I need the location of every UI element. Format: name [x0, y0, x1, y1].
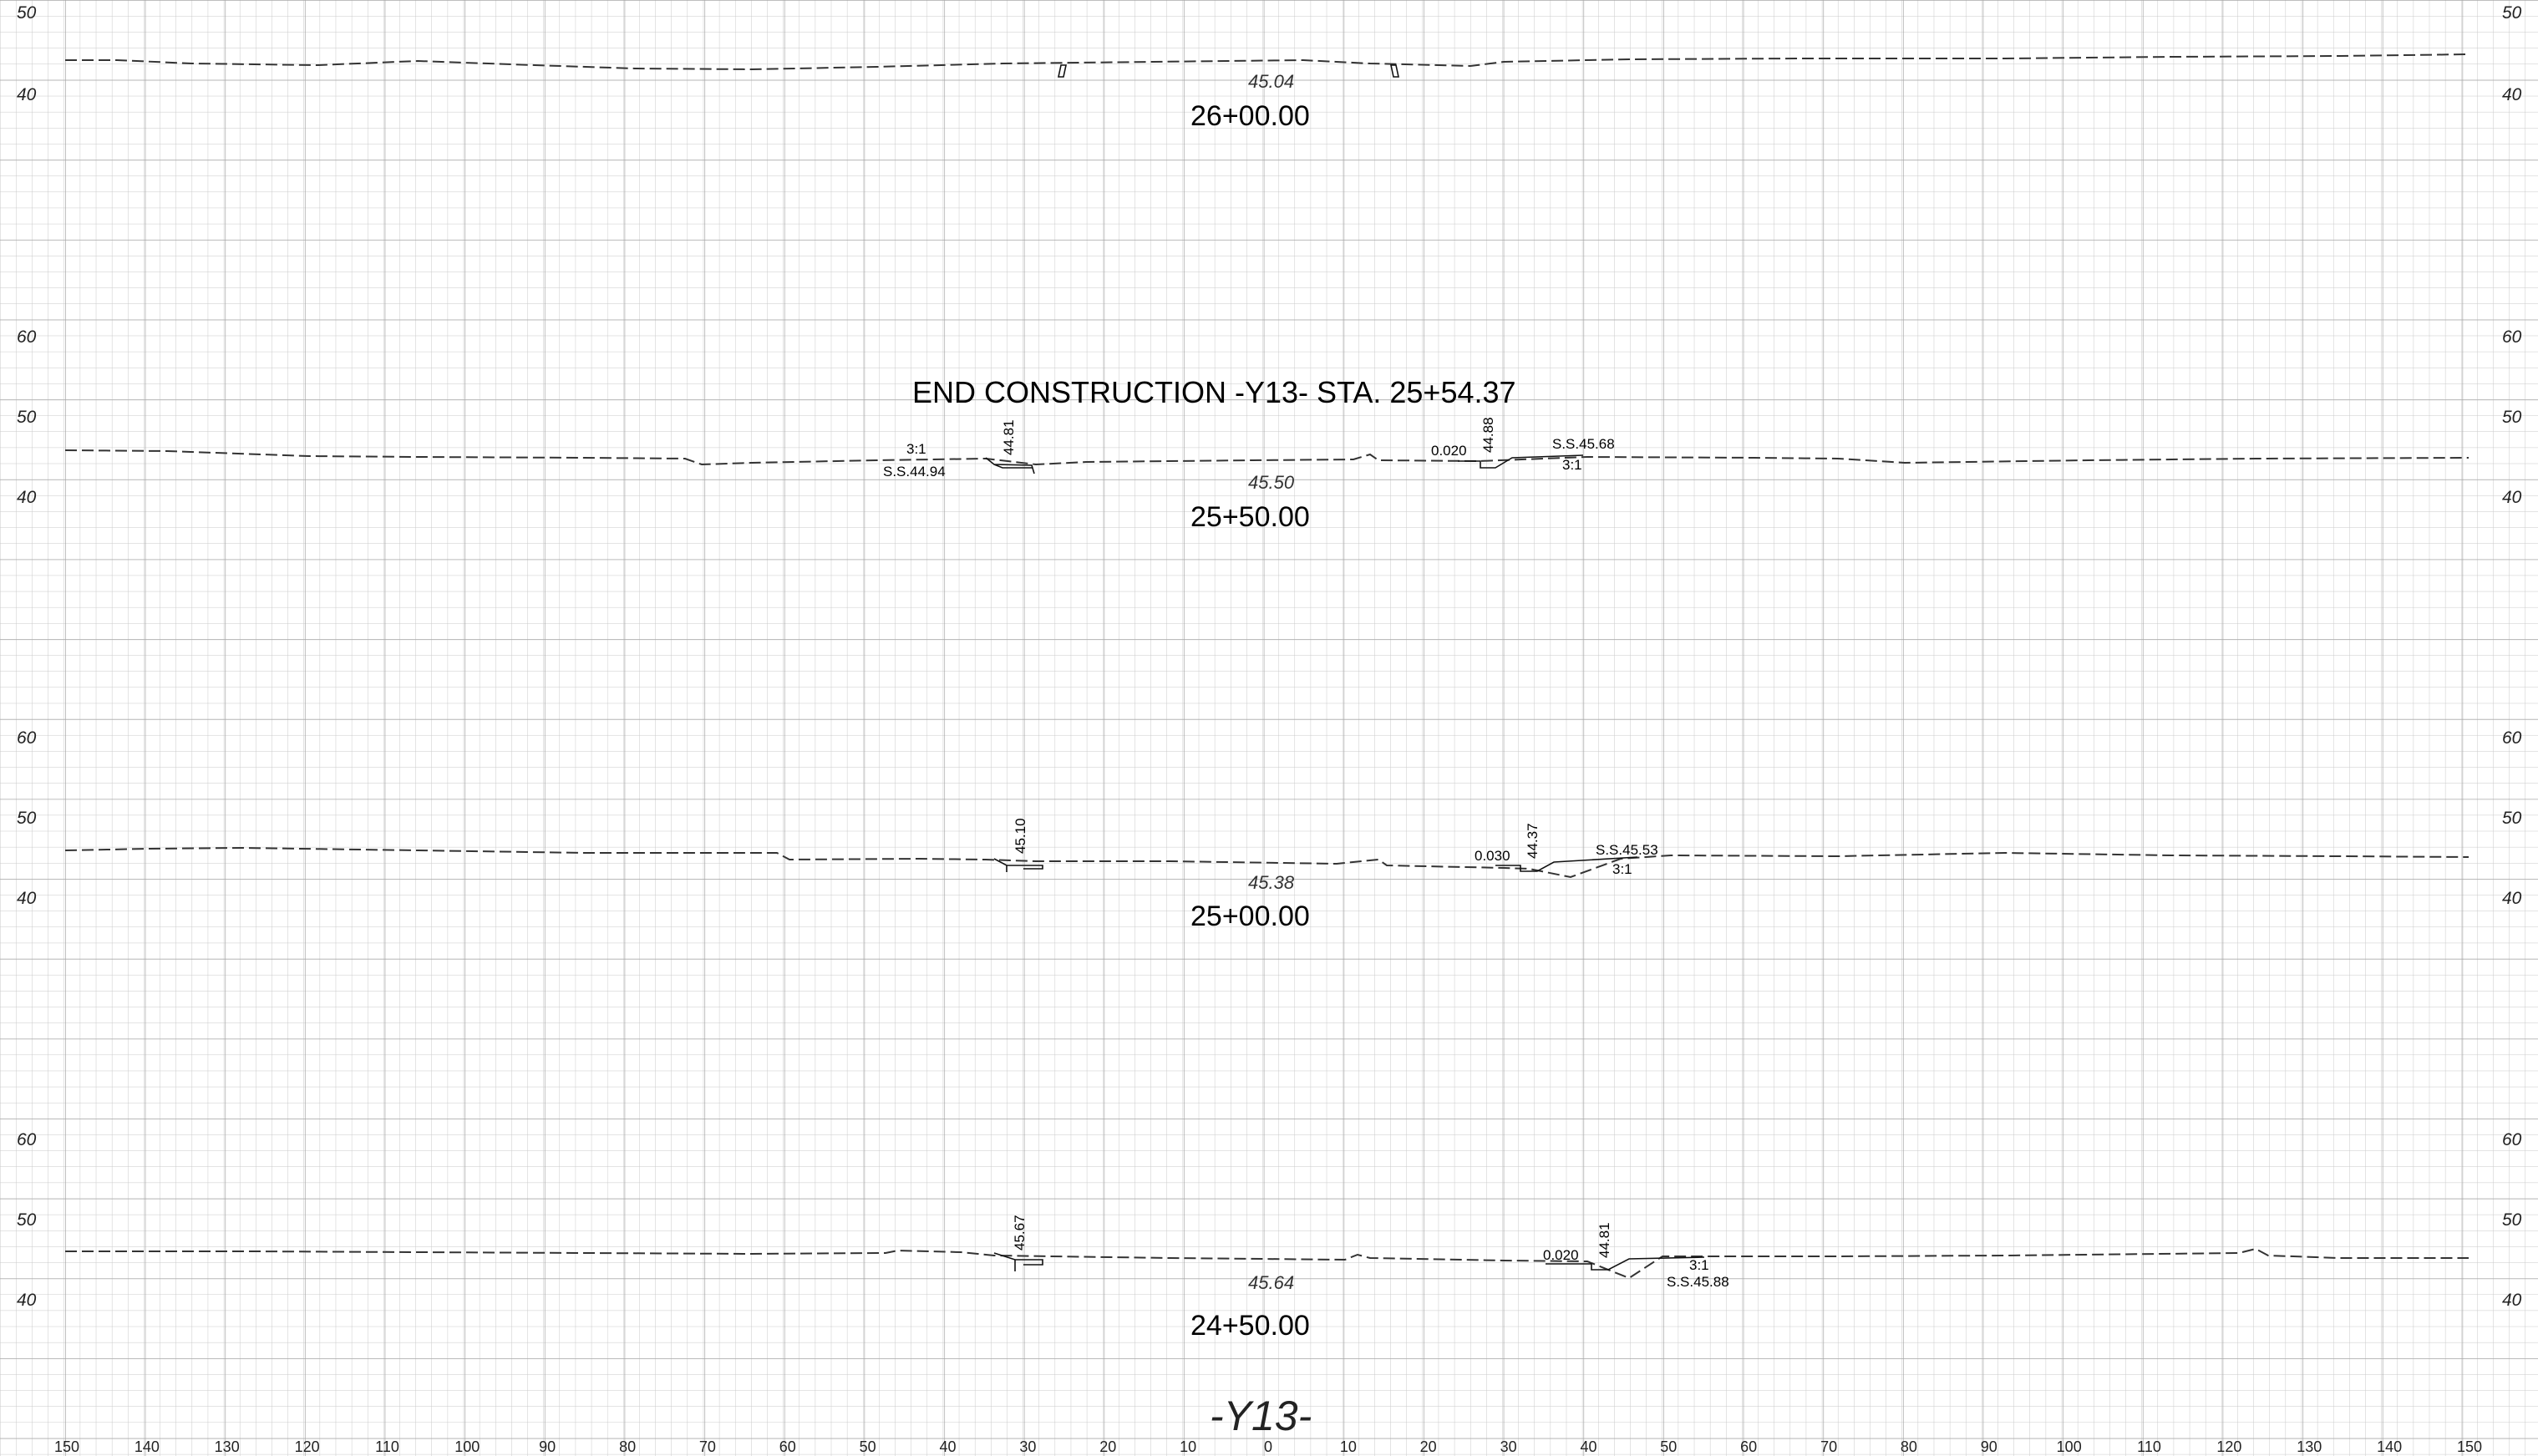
offset-tick-label: 30	[1500, 1438, 1517, 1455]
station-label: 26+00.00	[1190, 100, 1310, 132]
offset-tick-label: 80	[619, 1438, 636, 1455]
elev-tick-left: 40	[17, 488, 37, 507]
offset-tick-label: 60	[1740, 1438, 1757, 1455]
offset-tick-label: 40	[939, 1438, 956, 1455]
right-ditch	[1495, 856, 1638, 872]
left-edge-elevation: 45.67	[1012, 1215, 1028, 1251]
right-edge-elevation: 44.37	[1525, 823, 1541, 859]
centerline-elevation: 45.50	[1248, 472, 1295, 493]
elev-tick-right: 40	[2502, 889, 2522, 908]
offset-tick-label: 120	[2216, 1438, 2241, 1455]
elev-tick-right: 50	[2502, 408, 2522, 427]
centerline-elevation: 45.38	[1248, 872, 1295, 893]
right-cross-slope: 0.020	[1431, 443, 1467, 459]
elev-tick-right: 50	[2502, 3, 2522, 23]
elev-tick-left: 40	[17, 1291, 37, 1310]
elev-tick-right: 40	[2502, 488, 2522, 507]
left-ditch	[993, 1252, 1043, 1271]
elev-tick-right: 60	[2502, 728, 2522, 748]
existing-ground-line	[65, 1247, 2469, 1280]
offset-tick-label: 150	[2457, 1438, 2482, 1455]
offset-tick-label: 110	[2137, 1438, 2161, 1455]
offset-tick-label: 130	[2297, 1438, 2322, 1455]
offset-tick-label: 130	[215, 1438, 240, 1455]
alignment-label: -Y13-	[1210, 1393, 1312, 1439]
left-slope-ratio: 3:1	[906, 441, 926, 457]
elev-tick-left: 40	[17, 889, 37, 908]
left-edge-elevation: 45.10	[1013, 818, 1028, 854]
right-slope-ratio: 3:1	[1562, 457, 1582, 473]
existing-ground-line	[64, 846, 2469, 879]
elev-tick-right: 50	[2502, 1210, 2522, 1230]
offset-tick-label: 60	[779, 1438, 796, 1455]
offset-tick-label: 10	[1340, 1438, 1357, 1455]
offset-tick-label: 120	[295, 1438, 320, 1455]
elev-tick-right: 50	[2502, 809, 2522, 828]
offset-tick-label: 140	[2377, 1438, 2402, 1455]
offset-tick-label: 20	[1420, 1438, 1437, 1455]
left-ditch	[993, 858, 1043, 872]
section-26-00: 50 40 50 40 45.04 26+00.00	[17, 3, 2522, 132]
offset-tick-label: 80	[1901, 1438, 1917, 1455]
centerline-elevation: 45.04	[1248, 71, 1294, 92]
elev-tick-right: 60	[2502, 327, 2522, 347]
elev-tick-left: 40	[17, 85, 37, 104]
offset-tick-label: 10	[1180, 1438, 1196, 1455]
elev-tick-right: 40	[2502, 1291, 2522, 1310]
section-25-00: 60 50 40 60 50 40 45.10 0.030 44.37 S.S.…	[17, 728, 2522, 932]
offset-tick-label: 100	[454, 1438, 480, 1455]
offset-tick-label: 50	[1660, 1438, 1677, 1455]
right-slope-stake: S.S.45.53	[1596, 842, 1658, 858]
right-cross-slope: 0.020	[1543, 1247, 1579, 1263]
right-edge-elevation: 44.81	[1596, 1222, 1612, 1258]
station-label: 25+50.00	[1190, 501, 1310, 533]
elev-tick-left: 50	[17, 3, 37, 23]
offset-tick-label: 110	[375, 1438, 399, 1455]
right-ditch	[1458, 454, 1584, 469]
offset-tick-label: 140	[135, 1438, 160, 1455]
station-label: 24+50.00	[1190, 1310, 1310, 1342]
elev-tick-right: 60	[2502, 1130, 2522, 1149]
section-25-50: 60 50 40 60 50 40 3:1 S.S.44.94 44.81 0.…	[17, 327, 2522, 533]
offset-axis: 150 140 130 120 110 100 90 80 70 60 50 40 30 20 10 0 10 2…	[54, 1438, 2482, 1455]
end-construction-title: END CONSTRUCTION -Y13- STA. 25+54.37	[912, 375, 1516, 409]
elev-tick-left: 50	[17, 1210, 37, 1230]
offset-tick-label: 90	[539, 1438, 556, 1455]
elev-tick-left: 50	[17, 408, 37, 427]
offset-tick-label: 150	[54, 1438, 79, 1455]
left-ditch	[985, 457, 1035, 474]
offset-tick-label: 90	[1981, 1438, 1997, 1455]
offset-tick-label: 30	[1019, 1438, 1036, 1455]
elev-tick-left: 50	[17, 809, 37, 828]
right-edge-elevation: 44.88	[1480, 417, 1496, 453]
offset-tick-label: 0	[1264, 1438, 1272, 1455]
right-slope-ratio: 3:1	[1689, 1257, 1709, 1273]
pavement-marker	[1058, 64, 1399, 78]
elev-tick-left: 60	[17, 1130, 37, 1149]
elev-tick-right: 40	[2502, 85, 2522, 104]
offset-tick-label: 50	[860, 1438, 876, 1455]
offset-tick-label: 40	[1580, 1438, 1596, 1455]
right-slope-ratio: 3:1	[1612, 861, 1632, 877]
offset-tick-label: 20	[1099, 1438, 1116, 1455]
offset-tick-label: 70	[699, 1438, 716, 1455]
offset-tick-label: 70	[1820, 1438, 1837, 1455]
left-slope-stake: S.S.44.94	[883, 464, 946, 479]
existing-ground-line	[65, 53, 2469, 71]
station-label: 25+00.00	[1190, 900, 1310, 932]
right-cross-slope: 0.030	[1475, 848, 1510, 864]
right-slope-stake: S.S.45.88	[1667, 1274, 1729, 1290]
elev-tick-left: 60	[17, 728, 37, 748]
section-24-50: 60 50 40 60 50 40 45.67 0.020 44.81 3:1 …	[17, 1130, 2522, 1342]
right-slope-stake: S.S.45.68	[1552, 436, 1615, 452]
offset-tick-label: 100	[2057, 1438, 2082, 1455]
existing-ground-line	[64, 449, 2469, 466]
left-edge-elevation: 44.81	[1001, 419, 1017, 455]
elev-tick-left: 60	[17, 327, 37, 347]
centerline-elevation: 45.64	[1248, 1272, 1294, 1293]
right-ditch	[1546, 1256, 1705, 1271]
